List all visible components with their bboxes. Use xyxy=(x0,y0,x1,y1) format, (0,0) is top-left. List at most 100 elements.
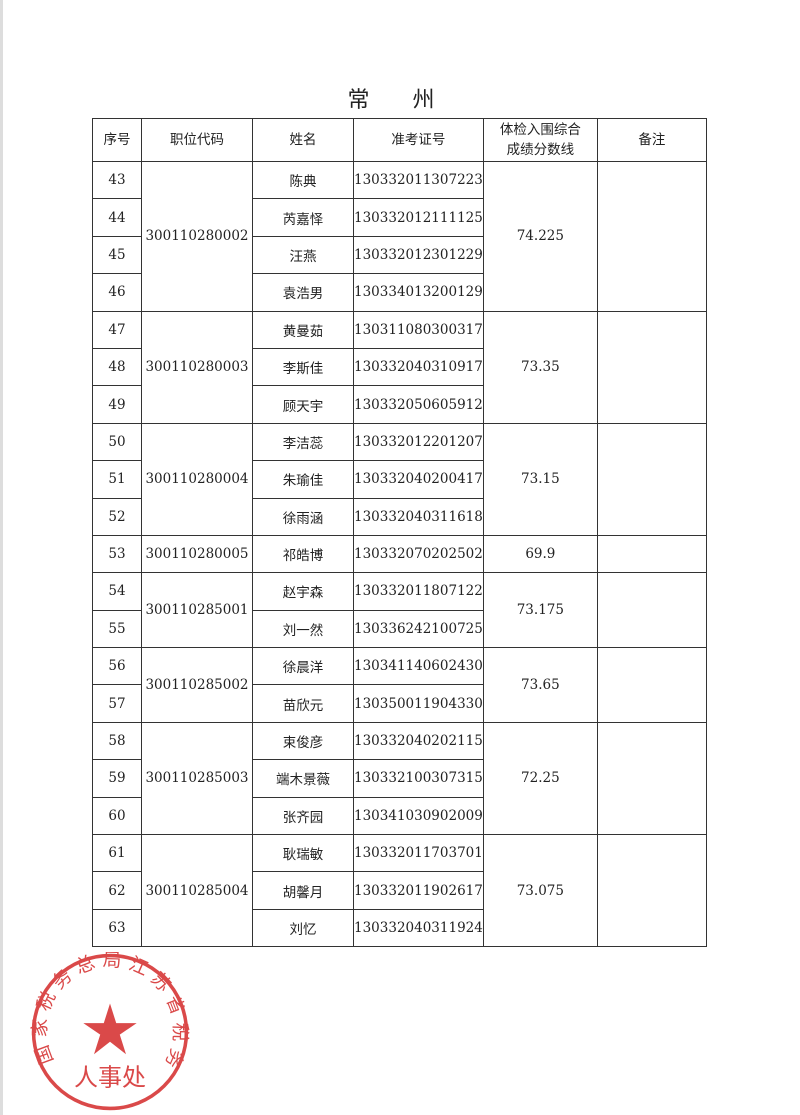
candidate-name: 赵宇森 xyxy=(252,572,354,611)
position-code: 300110285001 xyxy=(141,572,253,649)
candidate-name: 李洁蕊 xyxy=(252,422,354,462)
table-row: 48 李斯佳 130332040310917 xyxy=(92,347,707,387)
candidate-name: 李斯佳 xyxy=(252,347,354,387)
header-score-line1: 体检入围综合 xyxy=(499,122,581,138)
row-number: 49 xyxy=(92,385,142,424)
star-icon xyxy=(83,1003,137,1055)
row-number: 58 xyxy=(92,721,142,761)
row-number: 60 xyxy=(92,796,142,836)
score-cutoff: 74.225 xyxy=(482,161,598,312)
table-row: 45 汪燕 130332012301229 xyxy=(92,235,707,275)
row-number: 59 xyxy=(92,759,142,798)
exam-ticket-number: 130332050605912 xyxy=(353,385,484,424)
table-row: 44 芮嘉怿 130332012111125 xyxy=(92,198,707,237)
remark xyxy=(596,721,707,836)
table-row: 63 刘忆 130332040311924 xyxy=(92,908,707,948)
table-row: 54 300110285001 赵宇森 130332011807122 73.175 xyxy=(92,572,707,649)
candidate-name: 陈典 xyxy=(252,160,354,200)
table-row: 53 300110280005 祁皓博 130332070202502 69.9 xyxy=(92,534,707,574)
candidate-name: 刘一然 xyxy=(252,609,354,649)
remark xyxy=(596,534,707,574)
candidate-name: 胡馨月 xyxy=(252,871,354,910)
score-cutoff: 73.15 xyxy=(482,422,598,536)
remark xyxy=(596,647,707,723)
header-no: 序号 xyxy=(92,118,142,162)
header-score: 体检入围综合 成绩分数线 xyxy=(482,118,598,162)
seal-center-text: 人事处 xyxy=(74,1063,146,1091)
row-number: 50 xyxy=(92,422,142,462)
candidate-name: 张齐园 xyxy=(252,796,354,836)
candidate-name: 徐晨洋 xyxy=(252,647,354,686)
exam-ticket-number: 130336242100725 xyxy=(353,609,484,649)
table-row: 59 端木景薇 130332100307315 xyxy=(92,759,707,798)
table-row: 47 300110280003 黄曼茹 130311080300317 73.35 xyxy=(92,310,707,424)
candidate-name: 朱瑜佳 xyxy=(252,460,354,499)
exam-ticket-number: 130341140602430 xyxy=(353,647,484,686)
row-number: 47 xyxy=(92,310,142,349)
exam-ticket-number: 130332011703701 xyxy=(353,834,484,873)
row-number: 52 xyxy=(92,497,142,536)
position-code: 300110285003 xyxy=(141,721,253,836)
row-number: 43 xyxy=(92,160,142,200)
candidate-name: 汪燕 xyxy=(252,235,354,275)
table-row: 57 苗欣元 130350011904330 xyxy=(92,684,707,723)
row-number: 61 xyxy=(92,834,142,873)
candidate-name: 黄曼茹 xyxy=(252,310,354,349)
row-number: 57 xyxy=(92,684,142,723)
table-row: 56 300110285002 徐晨洋 130341140602430 73.65 xyxy=(92,647,707,723)
exam-ticket-number: 130332011902617 xyxy=(353,871,484,910)
score-cutoff: 73.35 xyxy=(482,310,598,424)
remark xyxy=(596,422,707,536)
table-row: 55 刘一然 130336242100725 xyxy=(92,609,707,649)
table-row: 49 顾天宇 130332050605912 xyxy=(92,385,707,424)
exam-ticket-number: 130332040311618 xyxy=(353,497,484,536)
candidate-name: 徐雨涵 xyxy=(252,497,354,536)
exam-ticket-number: 130332012301229 xyxy=(353,235,484,275)
row-number: 44 xyxy=(92,198,142,237)
candidate-name: 束俊彦 xyxy=(252,721,354,761)
remark xyxy=(596,310,707,424)
table-row: 46 袁浩男 130334013200129 xyxy=(92,273,707,312)
score-cutoff: 73.075 xyxy=(482,834,598,948)
exam-ticket-number: 130332100307315 xyxy=(353,759,484,798)
table-row: 60 张齐园 130341030902009 xyxy=(92,796,707,836)
exam-ticket-number: 130332070202502 xyxy=(353,534,484,574)
remark xyxy=(596,161,707,312)
candidate-name: 袁浩男 xyxy=(252,273,354,312)
row-number: 53 xyxy=(92,534,142,574)
table-row: 43 300110280002 陈典 130332011307223 74.225 xyxy=(92,160,707,312)
scan-edge xyxy=(0,0,3,1115)
exam-ticket-number: 130332012201207 xyxy=(353,422,484,462)
remark xyxy=(596,834,707,948)
row-number: 55 xyxy=(92,609,142,649)
exam-ticket-number: 130332040200417 xyxy=(353,460,484,499)
exam-ticket-number: 130332040202115 xyxy=(353,721,484,761)
table-row: 52 徐雨涵 130332040311618 xyxy=(92,497,707,536)
exam-ticket-number: 130332012111125 xyxy=(353,198,484,237)
position-code: 300110285004 xyxy=(141,834,253,948)
position-code: 300110280003 xyxy=(141,310,253,424)
row-number: 46 xyxy=(92,273,142,312)
table-row: 50 300110280004 李洁蕊 130332012201207 73.15 xyxy=(92,422,707,536)
position-code: 300110280004 xyxy=(141,422,253,536)
header-code: 职位代码 xyxy=(141,118,253,162)
score-cutoff: 69.9 xyxy=(482,534,598,574)
header-score-line2: 成绩分数线 xyxy=(506,142,575,158)
exam-ticket-number: 130332011307223 xyxy=(353,160,484,200)
candidate-name: 刘忆 xyxy=(252,908,354,948)
remark xyxy=(596,572,707,649)
header-id: 准考证号 xyxy=(353,118,484,162)
candidate-name: 顾天宇 xyxy=(252,385,354,424)
table-row: 51 朱瑜佳 130332040200417 xyxy=(92,460,707,499)
exam-ticket-number: 130341030902009 xyxy=(353,796,484,836)
exam-ticket-number: 130350011904330 xyxy=(353,684,484,723)
row-number: 56 xyxy=(92,647,142,686)
exam-ticket-number: 130334013200129 xyxy=(353,273,484,312)
page-title: 常 州 xyxy=(347,88,453,113)
score-cutoff: 72.25 xyxy=(482,721,598,836)
table-body: 43 300110280002 陈典 130332011307223 74.225 44 芮… xyxy=(92,160,707,948)
candidate-name: 耿瑞敏 xyxy=(252,834,354,873)
position-code: 300110280005 xyxy=(141,534,253,574)
exam-ticket-number: 130332040310917 xyxy=(353,347,484,387)
seal-ring-text: 国家税务总局江苏省税务局 xyxy=(30,952,190,1071)
